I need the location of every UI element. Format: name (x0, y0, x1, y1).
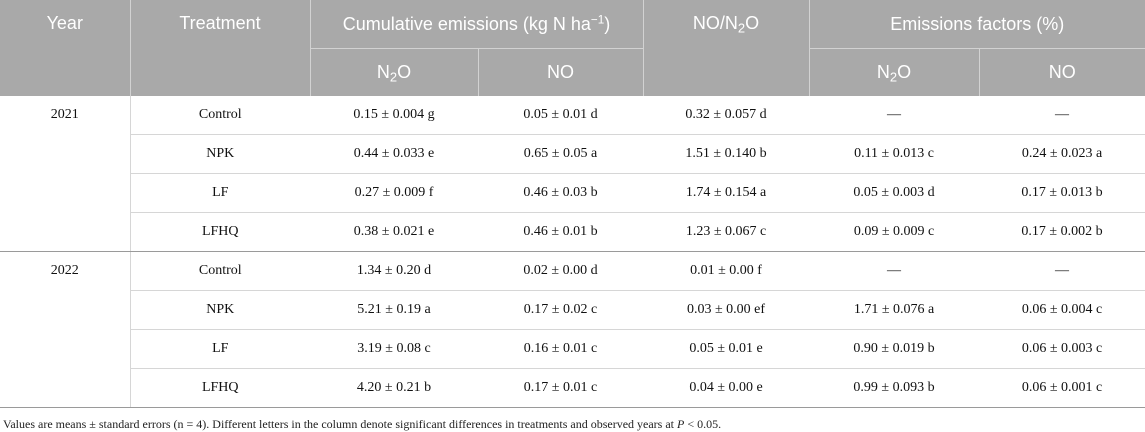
table-row: NPK 5.21 ± 0.19 a 0.17 ± 0.02 c 0.03 ± 0… (0, 290, 1145, 330)
treatment-cell: NPK (130, 290, 310, 330)
ef-no-cell: 0.06 ± 0.001 c (979, 368, 1145, 408)
treatment-cell: Control (130, 251, 310, 291)
ef-n2o-cell: — (809, 96, 980, 135)
table-footnote: Values are means ± standard errors (n = … (3, 417, 722, 431)
table-row: LF 3.19 ± 0.08 c 0.16 ± 0.01 c 0.05 ± 0.… (0, 329, 1145, 369)
ef-n2o-cell: 0.11 ± 0.013 c (809, 134, 980, 174)
header-ef-n2o: N2O (808, 48, 980, 96)
n2o-cell: 0.44 ± 0.033 e (310, 134, 478, 174)
no-cell: 0.46 ± 0.01 b (478, 212, 644, 252)
ef-no-cell: — (979, 251, 1145, 291)
table-row: LFHQ 4.20 ± 0.21 b 0.17 ± 0.01 c 0.04 ± … (0, 368, 1145, 408)
no-cell: 0.17 ± 0.01 c (478, 368, 644, 408)
header-emissions-factors: Emissions factors (%) (808, 0, 1145, 49)
n2o-cell: 0.38 ± 0.021 e (310, 212, 478, 252)
ratio-cell: 0.04 ± 0.00 e (643, 368, 810, 408)
table-row: LFHQ 0.38 ± 0.021 e 0.46 ± 0.01 b 1.23 ±… (0, 212, 1145, 252)
ef-n2o-cell: 0.09 ± 0.009 c (809, 212, 980, 252)
header-treatment: Treatment (129, 0, 310, 96)
n2o-cell: 5.21 ± 0.19 a (310, 290, 478, 330)
treatment-cell: LFHQ (130, 212, 310, 252)
table-row: NPK 0.44 ± 0.033 e 0.65 ± 0.05 a 1.51 ± … (0, 134, 1145, 174)
table-row: 2021 Control 0.15 ± 0.004 g 0.05 ± 0.01 … (0, 96, 1145, 252)
header-cumulative-n2o: N2O (309, 48, 478, 96)
treatment-cell: LF (130, 173, 310, 213)
no-cell: 0.46 ± 0.03 b (478, 173, 644, 213)
table-row: LF 0.27 ± 0.009 f 0.46 ± 0.03 b 1.74 ± 0… (0, 173, 1145, 213)
ef-n2o-cell: 0.90 ± 0.019 b (809, 329, 980, 369)
no-cell: 0.02 ± 0.00 d (478, 251, 644, 291)
ef-no-cell: 0.17 ± 0.002 b (979, 212, 1145, 252)
no-cell: 0.65 ± 0.05 a (478, 134, 644, 174)
table-body: 2021 Control 0.15 ± 0.004 g 0.05 ± 0.01 … (0, 96, 1145, 408)
emissions-table: Year Treatment Cumulative emissions (kg … (0, 0, 1145, 408)
table-header: Year Treatment Cumulative emissions (kg … (0, 0, 1145, 96)
header-ef-no: NO (978, 48, 1145, 96)
n2o-cell: 0.15 ± 0.004 g (310, 96, 478, 135)
ef-n2o-cell: 1.71 ± 0.076 a (809, 290, 980, 330)
no-cell: 0.17 ± 0.02 c (478, 290, 644, 330)
header-no-n2o-ratio: NO/N2O (642, 0, 810, 96)
ratio-cell: 1.51 ± 0.140 b (643, 134, 810, 174)
ef-n2o-cell: 0.05 ± 0.003 d (809, 173, 980, 213)
table-row: 2022 Control 1.34 ± 0.20 d 0.02 ± 0.00 d… (0, 251, 1145, 408)
ef-n2o-cell: 0.99 ± 0.093 b (809, 368, 980, 408)
ef-no-cell: — (979, 96, 1145, 135)
n2o-cell: 1.34 ± 0.20 d (310, 251, 478, 291)
no-cell: 0.05 ± 0.01 d (478, 96, 644, 135)
header-cumulative-no: NO (477, 48, 644, 96)
ef-no-cell: 0.06 ± 0.003 c (979, 329, 1145, 369)
ef-no-cell: 0.17 ± 0.013 b (979, 173, 1145, 213)
treatment-cell: Control (130, 96, 310, 135)
ef-n2o-cell: — (809, 251, 980, 291)
ef-no-cell: 0.06 ± 0.004 c (979, 290, 1145, 330)
header-cumulative-emissions: Cumulative emissions (kg N ha−1) (309, 0, 644, 49)
ratio-cell: 0.05 ± 0.01 e (643, 329, 810, 369)
ratio-cell: 1.74 ± 0.154 a (643, 173, 810, 213)
treatment-cell: NPK (130, 134, 310, 174)
n2o-cell: 3.19 ± 0.08 c (310, 329, 478, 369)
ratio-cell: 1.23 ± 0.067 c (643, 212, 810, 252)
n2o-cell: 0.27 ± 0.009 f (310, 173, 478, 213)
ratio-cell: 0.01 ± 0.00 f (643, 251, 810, 291)
year-cell-2021: 2021 (0, 96, 131, 252)
no-cell: 0.16 ± 0.01 c (478, 329, 644, 369)
ratio-cell: 0.32 ± 0.057 d (643, 96, 810, 135)
treatment-cell: LF (130, 329, 310, 369)
treatment-cell: LFHQ (130, 368, 310, 408)
n2o-cell: 4.20 ± 0.21 b (310, 368, 478, 408)
ef-no-cell: 0.24 ± 0.023 a (979, 134, 1145, 174)
year-cell-2022: 2022 (0, 251, 131, 408)
header-year: Year (0, 0, 130, 96)
ratio-cell: 0.03 ± 0.00 ef (643, 290, 810, 330)
